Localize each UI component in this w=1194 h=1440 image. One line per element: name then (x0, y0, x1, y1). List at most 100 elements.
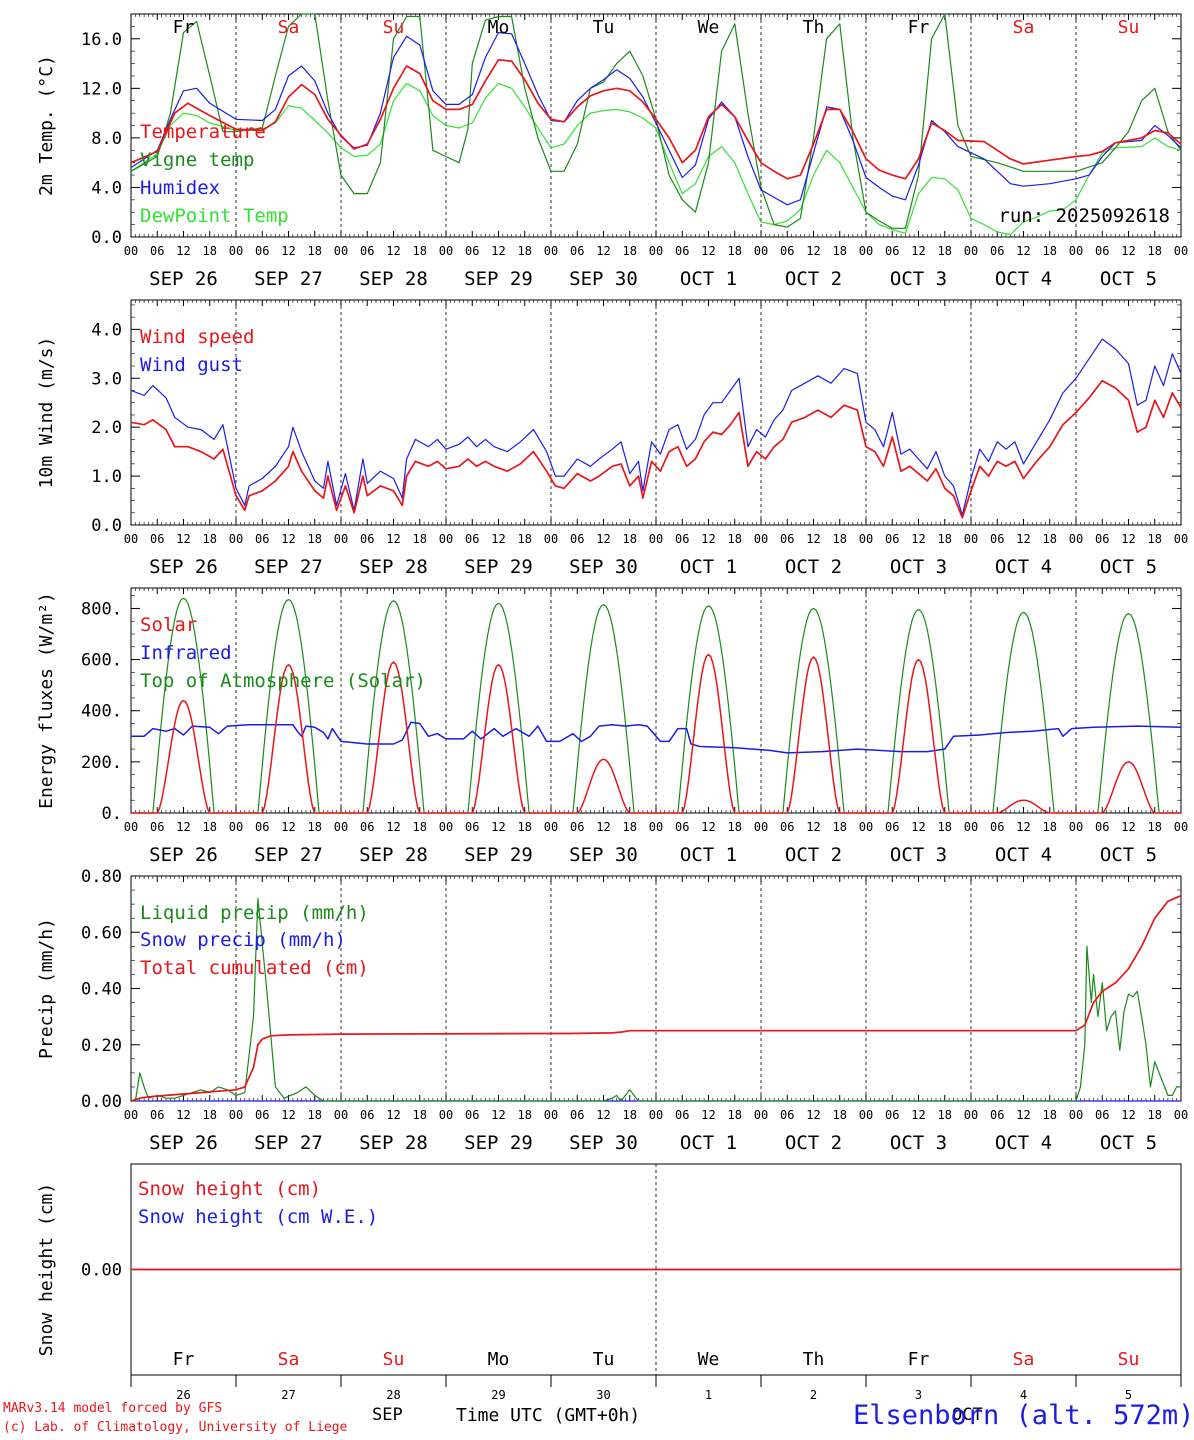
date-label: OCT 1 (680, 844, 737, 866)
hour-tick-label: 18 (518, 820, 532, 834)
panel-temp: 00 06 12 18 00 06 12 18 00 06 12 18 00 06 12 18 00 06 12 18… (36, 13, 1188, 290)
hour-tick-label: 18 (623, 1108, 637, 1122)
hour-tick-label: 00 (649, 244, 663, 258)
weekday-label: Su (383, 17, 405, 38)
day-number-label: 29 (491, 1388, 505, 1402)
date-label: OCT 2 (785, 556, 842, 578)
weekday-label: Fr (173, 1349, 195, 1370)
credit-line-1: MARv3.14 model forced by GFS (3, 1401, 223, 1416)
hour-tick-label: 18 (1043, 1108, 1057, 1122)
hour-tick-label: 12 (911, 532, 925, 546)
hour-tick-label: 00 (334, 532, 348, 546)
hour-tick-label: 18 (1043, 820, 1057, 834)
hour-tick-label: 00 (334, 244, 348, 258)
legend-entry: Total cumulated (cm) (140, 957, 369, 979)
run-annotation: run: 2025092618 (998, 205, 1170, 227)
hour-tick-label: 12 (596, 244, 610, 258)
hour-tick-label: 18 (728, 244, 742, 258)
hour-tick-label: 00 (229, 1108, 243, 1122)
series-infrared (131, 721, 1182, 754)
panel-flux: 00 06 12 18 00 06 12 18 00 06 12 18 00 06 12 18 00 06 12 18… (36, 587, 1188, 866)
hour-tick-label: 12 (281, 244, 295, 258)
hour-tick-label: 12 (701, 532, 715, 546)
date-label: OCT 4 (995, 268, 1052, 290)
hour-tick-label: 12 (386, 1108, 400, 1122)
hour-tick-label: 06 (255, 1108, 269, 1122)
date-label: OCT 5 (1100, 844, 1157, 866)
date-label: OCT 5 (1100, 556, 1157, 578)
y-tick-label: 600. (81, 651, 122, 671)
y-axis-title: 10m Wind (m/s) (36, 337, 57, 489)
weekday-label: Fr (173, 17, 195, 38)
legend-entry: Top of Atmosphere (Solar) (140, 670, 426, 692)
weekday-label: Sa (278, 17, 300, 38)
hour-tick-label: 00 (124, 532, 138, 546)
hour-tick-label: 00 (1069, 820, 1083, 834)
y-tick-label: 0.80 (81, 867, 122, 887)
date-label: OCT 4 (995, 1132, 1052, 1154)
hour-tick-label: 06 (675, 532, 689, 546)
hour-tick-label: 00 (964, 244, 978, 258)
weekday-label: Sa (278, 1349, 300, 1370)
weekday-label: Su (383, 1349, 405, 1370)
y-tick-label: 2.0 (91, 418, 122, 438)
hour-tick-label: 18 (833, 820, 847, 834)
month-label-sep: SEP (372, 1405, 403, 1425)
hour-tick-label: 00 (544, 244, 558, 258)
y-tick-label: 0. (102, 804, 122, 824)
legend-entry: Solar (140, 614, 197, 636)
hour-tick-label: 12 (1016, 532, 1030, 546)
date-label: SEP 26 (149, 844, 218, 866)
y-tick-label: 4.0 (91, 178, 122, 198)
weekday-label: Sa (1013, 1349, 1035, 1370)
hour-tick-label: 12 (491, 244, 505, 258)
y-tick-label: 4.0 (91, 320, 122, 340)
hour-tick-label: 06 (885, 532, 899, 546)
hour-tick-label: 00 (1069, 244, 1083, 258)
hour-tick-label: 06 (255, 532, 269, 546)
hour-tick-label: 06 (780, 244, 794, 258)
y-axis-title: Precip (mm/h) (36, 918, 57, 1059)
weekday-label: Mo (488, 17, 510, 38)
hour-tick-label: 18 (413, 532, 427, 546)
hour-tick-label: 00 (1174, 1108, 1188, 1122)
weekday-label: Th (803, 1349, 825, 1370)
hour-tick-label: 18 (728, 532, 742, 546)
panel-snow: 0.00 Snow height (cm) Snow height (cm) Snow… (36, 1163, 1182, 1402)
hour-tick-label: 18 (203, 820, 217, 834)
y-tick-label: 0.60 (81, 923, 122, 943)
hour-tick-label: 00 (859, 820, 873, 834)
date-label: OCT 2 (785, 268, 842, 290)
hour-tick-label: 18 (833, 532, 847, 546)
series-wind-speed (130, 379, 1182, 519)
day-number-label: 27 (281, 1388, 295, 1402)
hour-tick-label: 12 (596, 532, 610, 546)
day-number-label: 30 (596, 1388, 610, 1402)
weekday-label: Fr (908, 17, 930, 38)
legend-entry: Snow precip (mm/h) (140, 929, 346, 951)
y-tick-label: 0.00 (81, 1261, 122, 1281)
hour-tick-label: 12 (701, 244, 715, 258)
hour-tick-label: 18 (413, 1108, 427, 1122)
weekday-label: Sa (1013, 17, 1035, 38)
hour-tick-label: 00 (124, 244, 138, 258)
hour-tick-label: 12 (596, 1108, 610, 1122)
hour-tick-label: 00 (649, 820, 663, 834)
y-tick-label: 0.00 (81, 1092, 122, 1112)
hour-tick-label: 00 (859, 244, 873, 258)
date-label: SEP 29 (464, 1132, 533, 1154)
hour-tick-label: 06 (465, 244, 479, 258)
hour-tick-label: 00 (649, 1108, 663, 1122)
date-label: OCT 2 (785, 1132, 842, 1154)
hour-tick-label: 00 (229, 244, 243, 258)
series-total-cumulated-cm (130, 894, 1182, 1102)
plot-frame (130, 299, 1182, 526)
hour-tick-label: 18 (518, 1108, 532, 1122)
hour-tick-label: 00 (859, 1108, 873, 1122)
weekday-label: Su (1118, 17, 1140, 38)
weekday-label: Mo (488, 1349, 510, 1370)
plot-frame (130, 13, 1182, 238)
hour-tick-label: 18 (1043, 532, 1057, 546)
hour-tick-label: 00 (1174, 532, 1188, 546)
time-axis-title: Time UTC (GMT+0h) (456, 1405, 641, 1426)
